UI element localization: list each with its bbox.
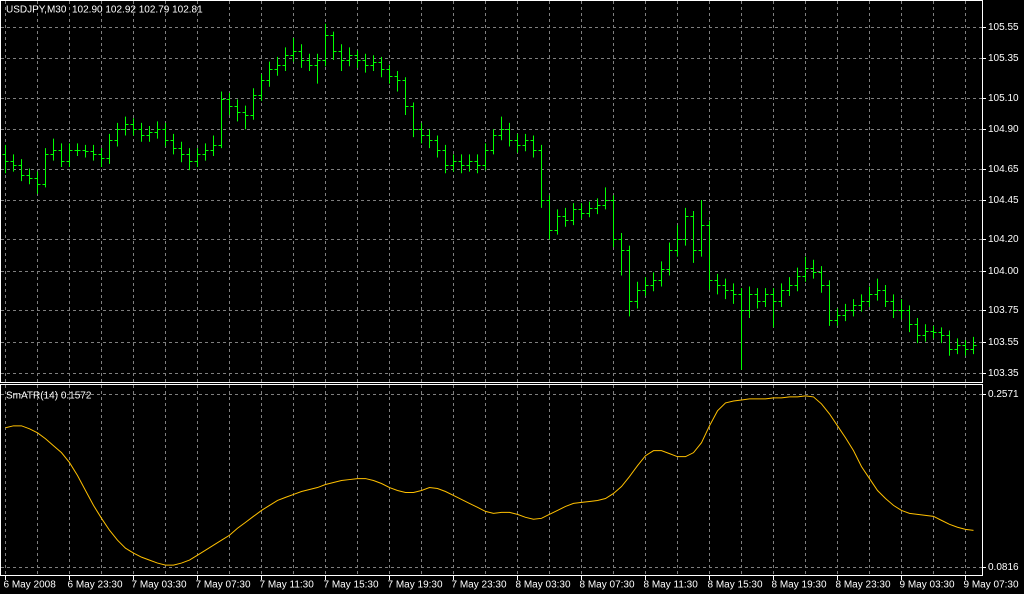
y-tick-label: 105.35 (988, 53, 1019, 64)
y-tick-label: 104.90 (988, 124, 1019, 135)
x-tick-label: 9 May 07:30 (964, 580, 1019, 591)
chart-subtitle: 102.90 102.92 102.79 102.81 (72, 5, 203, 16)
x-tick-label: 8 May 19:30 (772, 580, 827, 591)
marks (2, 23, 977, 566)
x-tick-label: 8 May 23:30 (836, 580, 891, 591)
y-tick-label: 0.2571 (988, 389, 1019, 400)
price-panel-frame (0, 0, 983, 383)
x-tick-label: 7 May 19:30 (388, 580, 443, 591)
indicator-line (5, 395, 974, 566)
x-tick-label: 7 May 03:30 (132, 580, 187, 591)
y-tick-label: 104.20 (988, 234, 1019, 245)
chart-title: USDJPY,M30 (6, 5, 67, 16)
x-tick-label: 9 May 03:30 (900, 580, 955, 591)
y-tick-label: 104.00 (988, 266, 1019, 277)
y-tick-label: 0.0816 (988, 562, 1019, 573)
x-tick-label: 6 May 23:30 (68, 580, 123, 591)
x-tick-label: 7 May 15:30 (324, 580, 379, 591)
y-tick-label: 105.10 (988, 93, 1019, 104)
x-tick-label: 8 May 07:30 (580, 580, 635, 591)
indicator-title: SmATR(14) 0.1572 (6, 391, 92, 402)
y-tick-label: 104.45 (988, 195, 1019, 206)
indicator-panel-frame (0, 384, 983, 576)
x-tick-label: 8 May 11:30 (644, 580, 699, 591)
y-tick-label: 104.65 (988, 164, 1019, 175)
y-tick-label: 103.55 (988, 337, 1019, 348)
x-tick-label: 7 May 11:30 (260, 580, 315, 591)
x-tick-label: 7 May 07:30 (196, 580, 251, 591)
x-tick-label: 8 May 15:30 (708, 580, 763, 591)
x-tick-label: 7 May 23:30 (452, 580, 507, 591)
x-tick-label: 8 May 03:30 (516, 580, 571, 591)
y-tick-label: 105.55 (988, 22, 1019, 33)
x-tick-label: 6 May 2008 (4, 580, 57, 591)
y-tick-label: 103.75 (988, 305, 1019, 316)
y-tick-label: 103.35 (988, 368, 1019, 379)
